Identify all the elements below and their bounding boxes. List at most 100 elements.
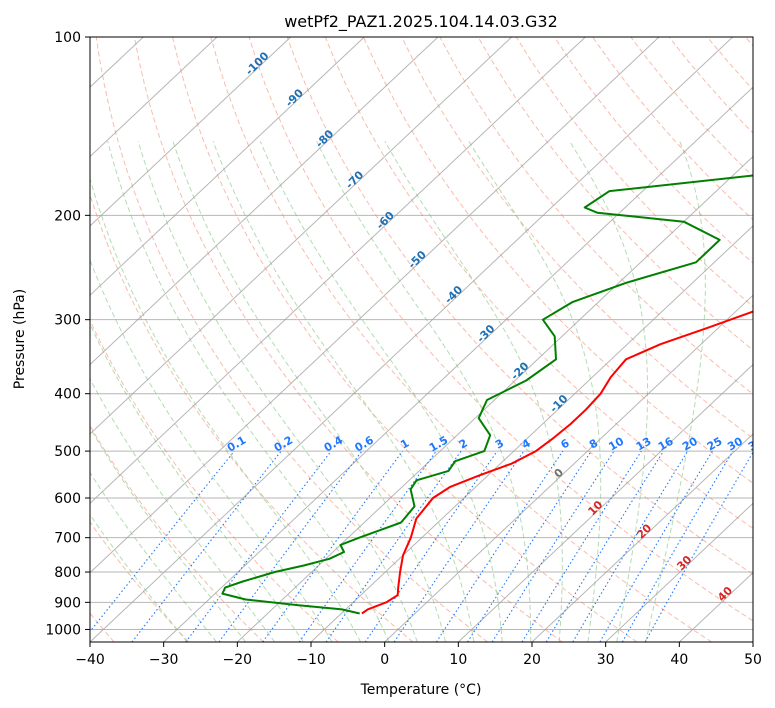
isotherm-label: -90 (283, 86, 306, 109)
dry-adiabat (668, 37, 753, 134)
isotherm-line (752, 641, 753, 642)
isotherm-line (605, 502, 753, 642)
moist-adiabat (107, 141, 390, 642)
mixing-ratio-label: 2 (457, 437, 470, 452)
isotherm-label: -50 (406, 248, 429, 271)
isotherm-line (90, 37, 586, 504)
y-tick-label: 600 (54, 491, 81, 507)
moist-adiabat (90, 377, 275, 642)
dry-adiabat (515, 37, 753, 308)
isotherm-line (90, 37, 660, 574)
moist-adiabat (137, 141, 418, 642)
x-tick-label: −30 (149, 652, 179, 668)
mixing-ratio-line (521, 450, 642, 642)
y-tick-label: 100 (54, 30, 81, 46)
dry-adiabat (401, 37, 753, 439)
mixing-ratio-line (131, 450, 282, 642)
moist-adiabat (645, 141, 706, 642)
mixing-ratio-line (491, 450, 615, 642)
mixing-ratio-line (262, 450, 404, 642)
x-tick-label: 50 (744, 652, 762, 668)
isotherm-line (531, 433, 753, 642)
dry-adiabat (553, 37, 753, 264)
isotherm-line (90, 37, 513, 435)
moist-adiabat (172, 141, 446, 642)
isotherm-line (236, 155, 753, 642)
plot-frame (89, 36, 754, 643)
isotherm-line (0, 37, 70, 642)
isotherm-label: 20 (634, 521, 654, 541)
dry-adiabat (706, 37, 753, 91)
x-tick-label: 0 (380, 652, 389, 668)
dry-adiabat (133, 37, 563, 642)
mixing-ratio-label: 4 (520, 436, 533, 451)
axes: −40 −30 −20 −10 0 10 20 30 40 50 100 200 300 400 500 60… (45, 30, 762, 668)
dry-adiabat (90, 193, 414, 642)
mixing-ratio-line (364, 450, 498, 642)
moist-adiabat (468, 141, 602, 642)
dry-adiabat (363, 37, 753, 484)
moist-adiabat (316, 141, 532, 642)
isotherm-label: -40 (442, 283, 465, 306)
moist-adiabat (384, 141, 563, 642)
dewpoint-profile (221, 174, 753, 615)
y-tick-label: 1000 (45, 622, 81, 638)
y-tick-label: 900 (54, 595, 81, 611)
isotherm-line (310, 225, 753, 642)
dry-adiabat (95, 37, 488, 642)
y-tick-label: 800 (54, 565, 81, 581)
isotherm-line (384, 294, 753, 642)
x-tick-label: 30 (597, 652, 615, 668)
dry-adiabat (90, 521, 190, 642)
x-tick-label: 10 (449, 652, 467, 668)
y-tick-label: 200 (54, 208, 81, 224)
mixing-ratio-line (435, 450, 564, 642)
dry-adiabat (90, 425, 264, 642)
isotherm-line (90, 37, 439, 366)
mixing-ratio-line (393, 450, 525, 642)
isotherm-label: -70 (343, 168, 366, 191)
mixing-ratio-line (621, 450, 734, 642)
dry-adiabat (248, 37, 753, 622)
mixing-ratio-label: 1 (398, 437, 411, 452)
y-tick-label: 400 (54, 387, 81, 403)
y-tick-label: 300 (54, 313, 81, 329)
mixing-ratio-label: 36 (746, 434, 766, 453)
mixing-ratio-line (599, 450, 713, 642)
isotherm-label: 40 (715, 584, 735, 604)
x-tick-label: −10 (296, 652, 326, 668)
mixing-ratio-label: 3 (493, 437, 506, 452)
mixing-ratio-label: 6 (558, 436, 571, 451)
mixing-ratio-line (298, 450, 437, 642)
mixing-ratio-line (90, 450, 235, 633)
moist-adiabat (90, 513, 188, 642)
mixing-ratio-line (467, 450, 592, 642)
chart-title: wetPf2_PAZ1.2025.104.14.03.G32 (284, 12, 558, 32)
x-tick-label: −20 (223, 652, 253, 668)
isotherm-label: -60 (374, 209, 397, 232)
isotherm-label: -30 (474, 322, 497, 345)
isotherm-line (457, 363, 753, 642)
dry-adiabat (286, 37, 753, 575)
isotherm-line (90, 37, 218, 158)
y-tick-label: 500 (54, 444, 81, 460)
x-axis-label: Temperature (°C) (360, 682, 482, 698)
mixing-ratio-line (185, 450, 332, 642)
isotherm-line (90, 37, 734, 642)
isotherm-label: -80 (313, 127, 336, 150)
isotherm-line (678, 571, 753, 642)
isotherm-label: 10 (585, 498, 605, 518)
dry-adiabat (324, 37, 753, 530)
moist-adiabat (90, 177, 362, 642)
moist-adiabat (212, 141, 475, 642)
isotherm-line (90, 37, 292, 227)
y-tick-label: 700 (54, 531, 81, 547)
dry-adiabat (439, 37, 753, 395)
x-tick-label: 40 (670, 652, 688, 668)
dry-adiabat (744, 37, 753, 47)
isotherm-line (163, 86, 753, 642)
mixing-ratio-line (644, 451, 753, 642)
plot-area: 0.1 0.2 0.4 0.6 1 1.5 2 3 4 6 8 10 13 16 20 25 30 36-100-… (0, 37, 766, 642)
x-tick-label: 20 (523, 652, 541, 668)
